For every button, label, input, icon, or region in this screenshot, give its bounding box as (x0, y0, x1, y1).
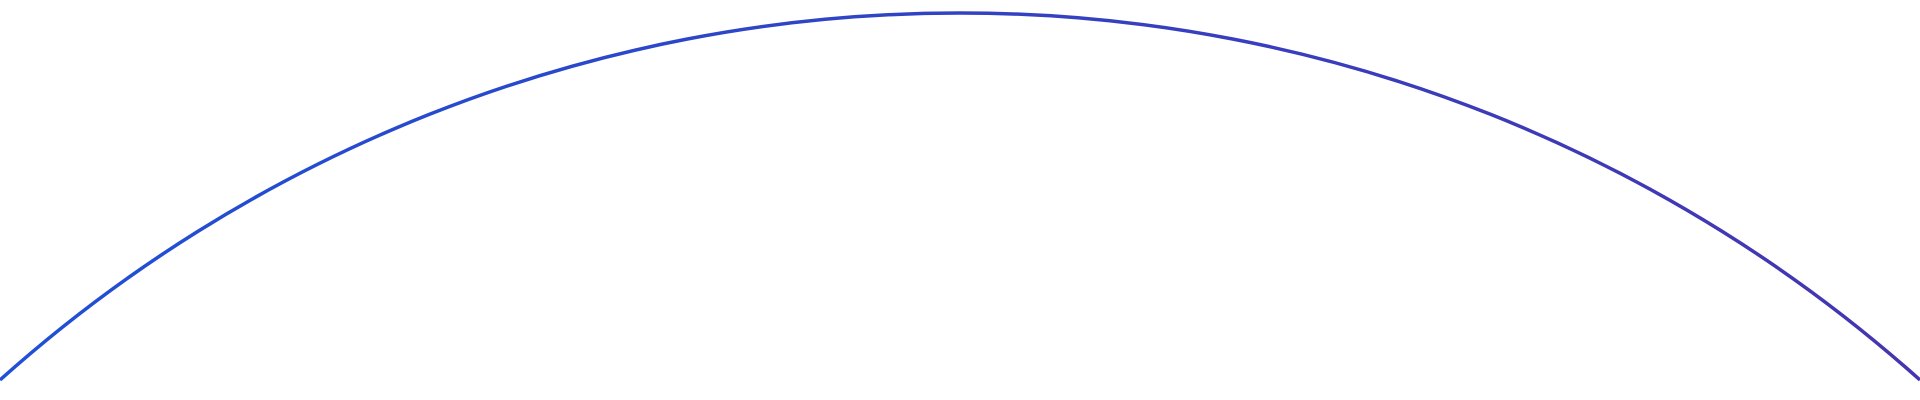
arc-stroke (0, 11, 1920, 382)
